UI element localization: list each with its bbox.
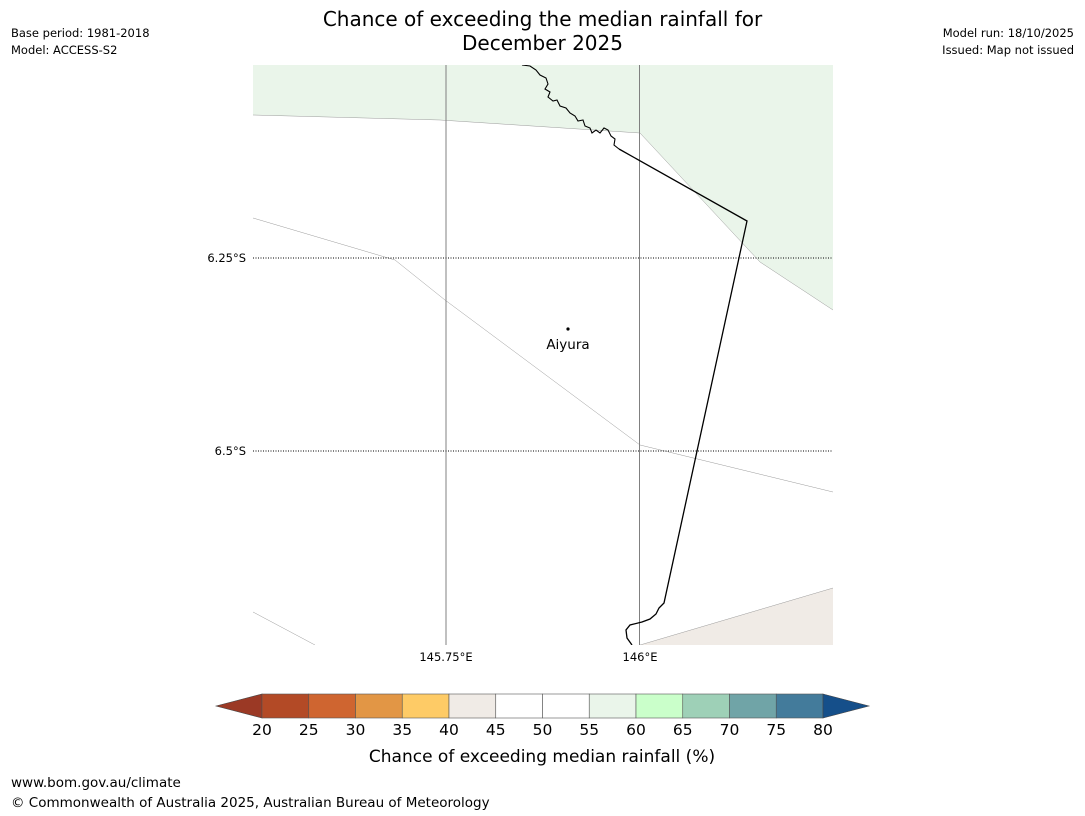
aiyura-label: Aiyura: [546, 337, 589, 353]
colorbar-cell: [401, 693, 450, 719]
colorbar-tick-60: 60: [626, 721, 646, 739]
colorbar-tick-45: 45: [486, 721, 506, 739]
title-line-1: Chance of exceeding the median rainfall …: [322, 7, 763, 31]
colorbar-cell: [261, 693, 310, 719]
parallels: [253, 257, 833, 452]
aiyura-marker: [566, 327, 570, 331]
lat-label-6-25: 6.25°S: [207, 251, 246, 265]
map-title: Chance of exceeding the median rainfall …: [0, 7, 1085, 55]
metadata-right: Model run: 18/10/2025 Issued: Map not is…: [942, 25, 1074, 59]
colorbar-cell: [355, 693, 403, 719]
colorbar-tick-40: 40: [439, 721, 459, 739]
model-text: Model: ACCESS-S2: [11, 43, 118, 57]
colorbar-tick-20: 20: [252, 721, 272, 739]
title-line-2: December 2025: [462, 31, 623, 55]
lon-label-145-75: 145.75°E: [419, 650, 472, 664]
colorbar-cells: [261, 693, 824, 719]
colorbar-cell: [775, 693, 824, 719]
lat-label-6-5: 6.5°S: [215, 444, 246, 458]
international-border-line: [618, 148, 748, 645]
model-run-text: Model run: 18/10/2025: [942, 26, 1074, 40]
colorbar-cell: [308, 693, 356, 719]
meridians: [445, 65, 640, 645]
province-boundary-southwest: [253, 611, 316, 645]
map-frame: [253, 65, 833, 645]
colorbar-cell: [495, 693, 543, 719]
colorbar-cell: [729, 693, 777, 719]
colorbar-tick-80: 80: [813, 721, 833, 739]
river-border-line: [521, 65, 620, 150]
lon-label-146: 146°E: [623, 650, 658, 664]
footer-copyright: © Commonwealth of Australia 2025, Austra…: [11, 795, 490, 811]
footer-url: www.bom.gov.au/climate: [11, 775, 181, 791]
colorbar-title: Chance of exceeding median rainfall (%): [369, 747, 715, 767]
green-probability-region: [253, 65, 833, 310]
colorbar-tick-labels: 20 25 30 35 40 45 50 55 60 65 70 75 80: [252, 721, 833, 739]
colorbar-cell: [635, 693, 684, 719]
colorbar-cell: [542, 693, 590, 719]
issued-text: Issued: Map not issued: [942, 43, 1074, 57]
colorbar-cell: [588, 693, 637, 719]
colorbar: 20 25 30 35 40 45 50 55 60 65 70 75 80 C…: [214, 693, 871, 767]
metadata-left: Base period: 1981-2018 Model: ACCESS-S2: [11, 25, 150, 59]
colorbar-low-extend-arrow: [214, 693, 263, 719]
province-boundary-southeast: [639, 587, 833, 645]
colorbar-tick-50: 50: [533, 721, 553, 739]
colorbar-high-extend-arrow: [822, 693, 871, 719]
colorbar-cell: [448, 693, 497, 719]
colorbar-tick-30: 30: [346, 721, 366, 739]
colorbar-tick-65: 65: [673, 721, 693, 739]
province-boundary-central: [253, 217, 833, 493]
colorbar-tick-35: 35: [392, 721, 412, 739]
colorbar-tick-25: 25: [299, 721, 319, 739]
colorbar-cell: [682, 693, 730, 719]
colorbar-tick-70: 70: [720, 721, 740, 739]
colorbar-tick-55: 55: [579, 721, 599, 739]
base-period-text: Base period: 1981-2018: [11, 26, 150, 40]
colorbar-tick-75: 75: [766, 721, 786, 739]
